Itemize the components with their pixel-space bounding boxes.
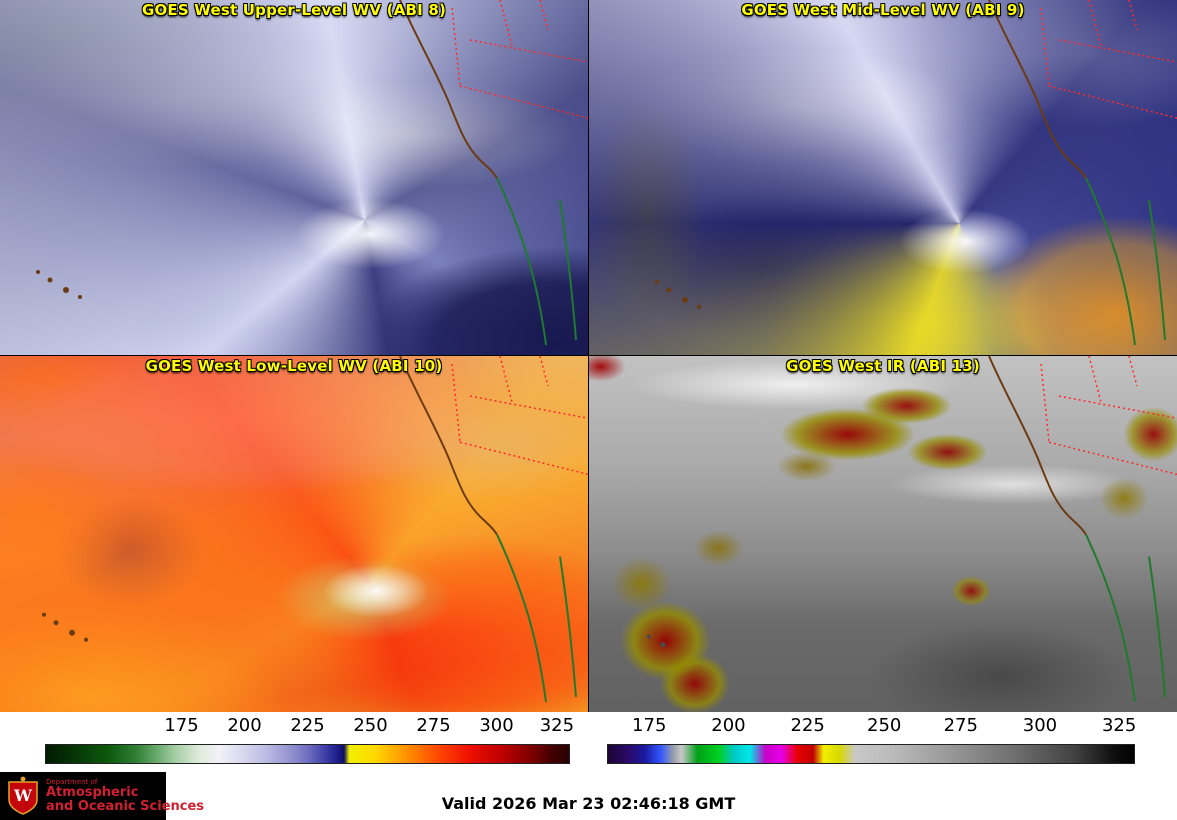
panel-abi13[interactable]: GOES West IR (ABI 13) (589, 356, 1177, 712)
logo-line-2: and Oceanic Sciences (46, 798, 205, 814)
uw-aos-logo[interactable]: W Department of Atmospheric and Oceanic … (0, 772, 204, 820)
map-overlay (655, 0, 1177, 346)
abi10-imagery (0, 356, 588, 712)
tick-label: 300 (1022, 715, 1058, 736)
wv-colorbar (45, 744, 570, 764)
panel-abi9[interactable]: GOES West Mid-Level WV (ABI 9) (589, 0, 1177, 355)
map-overlay (42, 356, 588, 703)
abi8-imagery (0, 0, 588, 355)
uw-crest-icon: W (8, 776, 38, 815)
panel-title: GOES West Mid-Level WV (ABI 9) (741, 1, 1025, 19)
valid-time-label: Valid 2026 Mar 23 02:46:18 GMT (441, 794, 736, 813)
tick-label: 300 (479, 715, 514, 736)
panel-title: GOES West Low-Level WV (ABI 10) (145, 357, 443, 375)
tick-label: 250 (353, 715, 388, 736)
panel-abi8[interactable]: GOES West Upper-Level WV (ABI 8) (0, 0, 588, 355)
svg-text:W: W (13, 786, 33, 805)
abi9-imagery (589, 0, 1177, 355)
tick-label: 175 (632, 715, 667, 736)
color-scales: 175 200 225 250 275 300 325 175 200 225 … (0, 712, 1177, 770)
tick-label: 175 (164, 715, 199, 736)
tick-label: 225 (790, 715, 825, 736)
logo-line-1: Atmospheric (46, 785, 139, 801)
tick-label: 325 (1101, 715, 1137, 736)
tick-label: 250 (867, 715, 902, 736)
abi13-imagery (589, 356, 1177, 712)
tick-label: 200 (227, 715, 262, 736)
panel-title: GOES West IR (ABI 13) (786, 357, 980, 375)
panel-title: GOES West Upper-Level WV (ABI 8) (141, 1, 447, 19)
wv-color-scale: 175 200 225 250 275 300 325 (45, 712, 574, 770)
ir-colorbar (607, 744, 1135, 764)
satellite-panel-grid: GOES West Upper-Level WV (ABI 8) GOES We… (0, 0, 1177, 712)
wv-tick-row: 175 200 225 250 275 300 325 (45, 712, 574, 743)
ir-color-scale: 175 200 225 250 275 300 325 (607, 712, 1137, 770)
map-overlay (647, 356, 1177, 703)
tick-label: 325 (539, 715, 575, 736)
ir-tick-row: 175 200 225 250 275 300 325 (607, 712, 1137, 743)
tick-label: 225 (290, 715, 325, 736)
logo-text: Department of Atmospheric and Oceanic Sc… (46, 777, 205, 814)
panel-abi10[interactable]: GOES West Low-Level WV (ABI 10) (0, 356, 588, 712)
tick-label: 200 (711, 715, 746, 736)
tick-label: 275 (416, 715, 451, 736)
tick-label: 275 (943, 715, 978, 736)
logo-dept-line: Department of (46, 777, 98, 786)
map-overlay (36, 0, 588, 346)
